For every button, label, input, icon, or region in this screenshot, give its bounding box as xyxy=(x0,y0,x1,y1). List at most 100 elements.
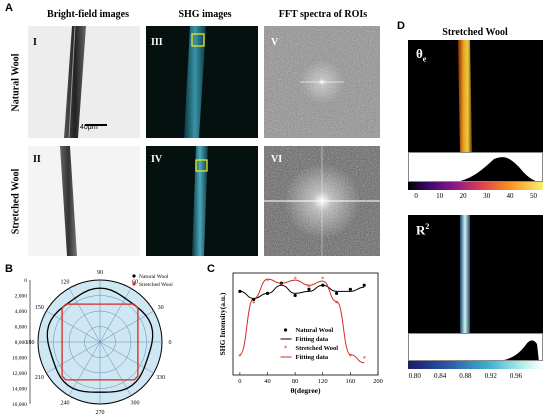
polar-grid-spoke xyxy=(46,310,101,343)
polar-radial-label: 8,000 xyxy=(15,340,28,346)
fft-image-stretched xyxy=(264,146,380,256)
polar-angle-label: 330 xyxy=(156,375,165,381)
fft-image-natural xyxy=(264,26,380,138)
point-stretched: * xyxy=(252,300,256,308)
colorbar-tick-label: 30 xyxy=(483,192,491,200)
legend-marker xyxy=(283,328,288,332)
theta-histogram xyxy=(408,152,543,182)
polar-angle-label: 120 xyxy=(61,279,70,285)
fit-curve-stretched xyxy=(239,278,365,364)
point-stretched: * xyxy=(321,276,325,284)
polar-grid-spoke xyxy=(68,288,101,343)
point-natural xyxy=(293,293,297,298)
polar-radial-label: 16,000 xyxy=(12,402,27,408)
polar-radial-label: 10,000 xyxy=(12,356,27,362)
r2-symbol: R2 xyxy=(416,222,430,238)
polar-legend-marker xyxy=(132,274,136,278)
point-natural xyxy=(334,291,339,295)
theta-map-image xyxy=(408,40,543,152)
polar-radial-label: 4,000 xyxy=(15,309,28,315)
colorbar-tick-label: 20 xyxy=(459,192,467,200)
header-shg: SHG images xyxy=(178,9,232,20)
panel-letter-a: A xyxy=(5,2,13,14)
label-vi: VI xyxy=(271,154,283,165)
bright-field-image-stretched xyxy=(28,146,140,256)
polar-angle-label: 150 xyxy=(35,305,44,311)
point-stretched: * xyxy=(266,278,270,286)
panel-letter-d: D xyxy=(397,20,405,32)
point-stretched: * xyxy=(293,276,297,284)
legend-marker: * xyxy=(284,345,288,353)
point-stretched: * xyxy=(335,300,339,308)
colorbar-tick-label: 40 xyxy=(506,192,514,200)
point-stretched: * xyxy=(238,353,242,361)
polar-grid-spoke xyxy=(99,310,154,343)
label-i: I xyxy=(33,37,37,48)
x-tick-label: 120 xyxy=(318,378,328,385)
polar-angle-label: 270 xyxy=(96,410,105,415)
x-tick-label: 80 xyxy=(292,378,299,385)
bright-field-image-natural xyxy=(28,26,140,138)
legend-label: Fitting data xyxy=(296,354,329,361)
x-tick-label: 200 xyxy=(373,378,383,385)
colorbar-tick-label: 10 xyxy=(436,192,444,200)
theta-symbol: θe xyxy=(416,46,427,64)
shg-image-natural xyxy=(146,26,258,138)
r2-tick-labels: 0.80 0.84 0.88 0.92 0.96 xyxy=(408,372,543,382)
polar-radial-label: 12,000 xyxy=(12,371,27,377)
x-tick-label: 160 xyxy=(346,378,356,385)
polar-angle-label: 30 xyxy=(158,305,164,311)
colorbar-tick-label: 0.84 xyxy=(433,372,447,380)
polar-legend-label: Stretched Wool xyxy=(139,282,173,288)
label-v: V xyxy=(271,37,279,48)
polar-grid-spoke xyxy=(99,341,132,396)
colorbar-tick-label: 0 xyxy=(414,192,418,200)
polar-angle-label: 90 xyxy=(97,270,103,276)
point-stretched: * xyxy=(280,282,284,290)
point-stretched: * xyxy=(349,353,353,361)
x-tick-label: 40 xyxy=(264,378,271,385)
polar-radial-label: 0 xyxy=(24,278,27,284)
label-iv: IV xyxy=(151,154,163,165)
polar-radial-label: 2,000 xyxy=(15,294,28,300)
legend-label: Stretched Wool xyxy=(296,345,339,352)
intensity-chart: 0 40 80 120 160 200 θ(degree) SHG Intensity(a.u… xyxy=(218,272,383,395)
polar-angle-label: 210 xyxy=(35,375,44,381)
legend-label: Fitting data xyxy=(296,336,329,343)
polar-grid-spoke xyxy=(99,288,132,343)
row-label-stretched: Stretched Wool xyxy=(10,168,22,235)
panel-letter-b: B xyxy=(5,263,13,275)
point-natural xyxy=(265,291,270,295)
colorbar-tick-label: 0.92 xyxy=(484,372,497,380)
r2-map-image xyxy=(408,215,543,333)
point-stretched: * xyxy=(307,284,311,292)
polar-angle-label: 60 xyxy=(132,279,138,285)
polar-stretched-curve xyxy=(61,303,139,381)
theta-colorbar xyxy=(408,182,543,190)
legend-label: Natural Wool xyxy=(296,327,334,334)
polar-radial-label: 6,000 xyxy=(15,325,28,331)
r2-histogram xyxy=(408,333,543,361)
r2-colorbar xyxy=(408,361,543,369)
theta-tick-labels: 0 10 20 30 40 50 xyxy=(408,192,543,202)
point-natural xyxy=(348,287,352,291)
x-tick-label: 0 xyxy=(238,378,241,385)
polar-legend-marker xyxy=(132,282,136,286)
polar-plot: 030609012015018021024027030033002,0004,0… xyxy=(12,270,173,415)
polar-grid-spoke xyxy=(68,341,101,396)
point-natural xyxy=(279,281,283,285)
point-natural xyxy=(362,283,366,287)
fit-curve-natural xyxy=(239,284,365,300)
chart-frame xyxy=(232,272,379,376)
panel-d-title: Stretched Wool xyxy=(442,27,508,38)
point-natural xyxy=(307,287,311,291)
label-iii: III xyxy=(151,37,163,48)
colorbar-tick-label: 0.80 xyxy=(408,372,421,380)
shg-image-stretched xyxy=(146,146,258,256)
panel-letter-c: C xyxy=(207,263,215,275)
polar-angle-label: 0 xyxy=(169,340,172,346)
colorbar-tick-label: 50 xyxy=(530,192,538,200)
point-natural xyxy=(321,283,325,287)
polar-angle-label: 240 xyxy=(61,401,70,407)
row-label-natural: Natural Wool xyxy=(10,53,22,112)
